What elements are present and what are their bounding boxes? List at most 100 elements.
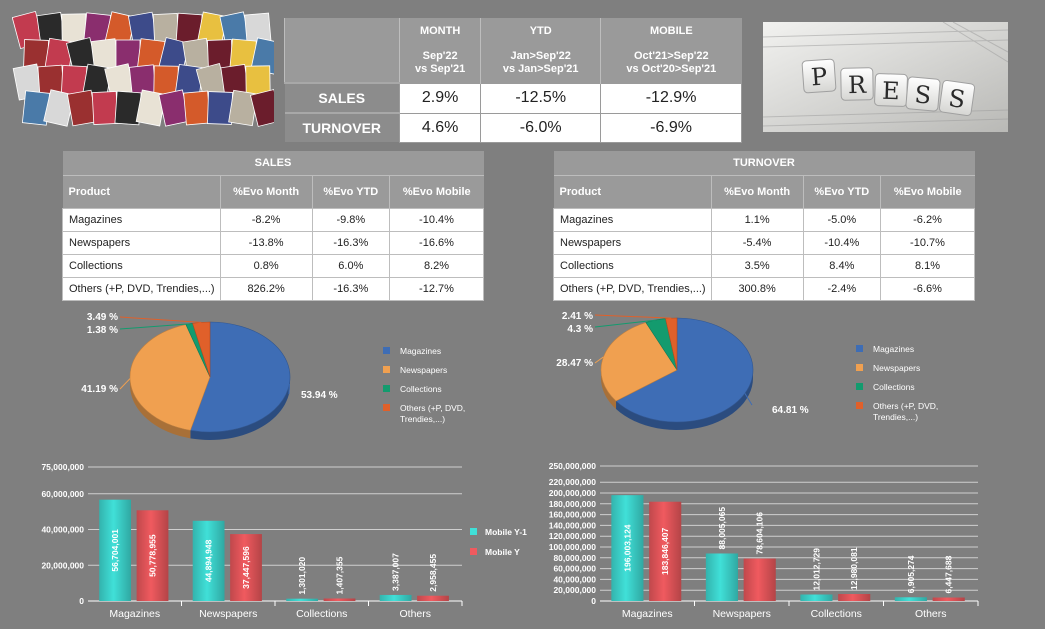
turnover-col-evo-month: %Evo Month	[710, 175, 804, 209]
legend-swatch	[383, 366, 390, 373]
bar	[705, 553, 738, 601]
turnover-col-evo-ytd: %Evo YTD	[802, 175, 881, 209]
x-tick-label: Collections	[296, 608, 347, 620]
magazines-collage-image	[12, 10, 274, 130]
table-cell: 1.1%	[710, 208, 804, 232]
legend-label: Newspapers	[400, 365, 447, 375]
summary-subheader-ytd: Jan>Sep'22 vs Jan>Sep'21	[480, 44, 601, 83]
bar	[230, 534, 262, 601]
table-cell: -12.7%	[388, 277, 485, 301]
press-die	[938, 79, 976, 117]
table-cell: -13.8%	[219, 231, 313, 255]
bar-data-label: 1,407,355	[335, 556, 345, 594]
bar	[800, 594, 833, 601]
table-cell: Magazines	[62, 208, 221, 232]
turnover-col-evo-mobile: %Evo Mobile	[879, 175, 975, 209]
bar-data-label: 6,905,274	[906, 555, 916, 593]
table-cell: -5.0%	[802, 208, 881, 232]
summary-table: MONTH YTD MOBILE Sep'22 vs Sep'21 Jan>Sep…	[284, 18, 742, 143]
bar	[649, 501, 682, 601]
bar	[99, 499, 132, 601]
bar	[192, 520, 225, 601]
summary-header-month: MONTH	[398, 18, 481, 44]
table-cell: -6.6%	[879, 277, 976, 301]
summary-header-mobile: MOBILE	[600, 18, 742, 44]
table-cell: 0.8%	[219, 254, 313, 278]
bar-data-label: 37,447,596	[241, 546, 251, 589]
bar-data-label: 88,005,065	[717, 507, 727, 550]
table-row: Collections 0.8% 6.0% 8.2%	[62, 254, 485, 278]
table-cell: Others (+P, DVD, Trendies,...)	[62, 277, 221, 301]
y-tick-label: 40,000,000	[553, 574, 596, 584]
table-row: Others (+P, DVD, Trendies,...) 300.8% -2.4…	[553, 277, 976, 301]
table-cell: Newspapers	[62, 231, 221, 255]
bar-data-label: 3,387,007	[391, 553, 401, 591]
pie-data-label: 53.94 %	[301, 390, 338, 401]
press-letter: R	[848, 71, 867, 99]
legend-swatch	[383, 385, 390, 392]
legend-swatch	[470, 528, 477, 535]
table-cell: 300.8%	[710, 277, 804, 301]
y-tick-label: 120,000,000	[549, 531, 597, 541]
bar	[323, 598, 356, 601]
pie-data-label: 4.3 %	[567, 324, 593, 335]
table-cell: 826.2%	[219, 277, 313, 301]
table-cell: -6.2%	[879, 208, 976, 232]
table-cell: -10.7%	[879, 231, 976, 255]
legend-label: Mobile Y	[485, 547, 520, 557]
legend-swatch	[856, 345, 863, 352]
magazine-cover-shape	[250, 89, 274, 127]
legend-label: Newspapers	[873, 363, 920, 373]
legend-label: Magazines	[873, 344, 914, 354]
bar-data-label: 2,958,455	[428, 554, 438, 592]
pie-leader-line	[119, 316, 202, 323]
sales-col-evo-month: %Evo Month	[219, 175, 313, 209]
legend-label: Collections	[400, 384, 442, 394]
pie-slice	[192, 321, 211, 378]
legend-swatch	[470, 548, 477, 555]
legend-label: Magazines	[400, 346, 441, 356]
legend-swatch	[856, 383, 863, 390]
press-letter: E	[882, 77, 900, 106]
table-row: Magazines 1.1% -5.0% -6.2%	[553, 208, 976, 232]
table-row: Collections 3.5% 8.4% 8.1%	[553, 254, 976, 278]
press-die	[801, 58, 837, 94]
bar	[932, 597, 965, 601]
press-letter: P	[810, 62, 828, 91]
summary-subheader-month: Sep'22 vs Sep'21	[398, 44, 481, 83]
bar-data-label: 12,012,729	[811, 548, 821, 591]
pie-chart-1: 64.81 % 28.47 % 4.3 % 2.41 % Magazines Newspa…	[556, 311, 938, 430]
y-tick-label: 20,000,000	[41, 560, 84, 570]
summary-cell: -6.9%	[600, 112, 742, 143]
table-cell: -10.4%	[388, 208, 485, 232]
x-tick-label: Collections	[811, 608, 862, 620]
bar	[838, 593, 871, 601]
x-tick-label: Newspapers	[199, 608, 257, 620]
table-cell: 8.4%	[802, 254, 881, 278]
pie-slice	[600, 322, 678, 402]
legend-swatch	[383, 404, 390, 411]
sales-col-evo-mobile: %Evo Mobile	[388, 175, 484, 209]
table-cell: 3.5%	[710, 254, 804, 278]
sales-col-product: Product	[62, 175, 220, 209]
table-cell: -5.4%	[710, 231, 804, 255]
y-tick-label: 20,000,000	[553, 585, 596, 595]
bar-data-label: 6,447,688	[944, 555, 954, 593]
magazines-collage-graphic	[12, 10, 274, 127]
legend-label: Others (+P, DVD,	[400, 403, 465, 413]
x-tick-label: Others	[915, 608, 947, 620]
legend-label: Others (+P, DVD,	[873, 401, 938, 411]
y-tick-label: 75,000,000	[41, 462, 84, 472]
y-tick-label: 250,000,000	[549, 461, 597, 471]
y-tick-label: 40,000,000	[41, 525, 84, 535]
table-cell: Collections	[553, 254, 712, 278]
pie-leader-line	[594, 314, 672, 319]
x-tick-label: Others	[399, 608, 431, 620]
bar	[379, 594, 412, 601]
pie-slice	[615, 317, 754, 423]
pie-data-label: 28.47 %	[556, 358, 593, 369]
summary-cell: 2.9%	[398, 82, 482, 114]
turnover-col-product: Product	[553, 175, 711, 209]
